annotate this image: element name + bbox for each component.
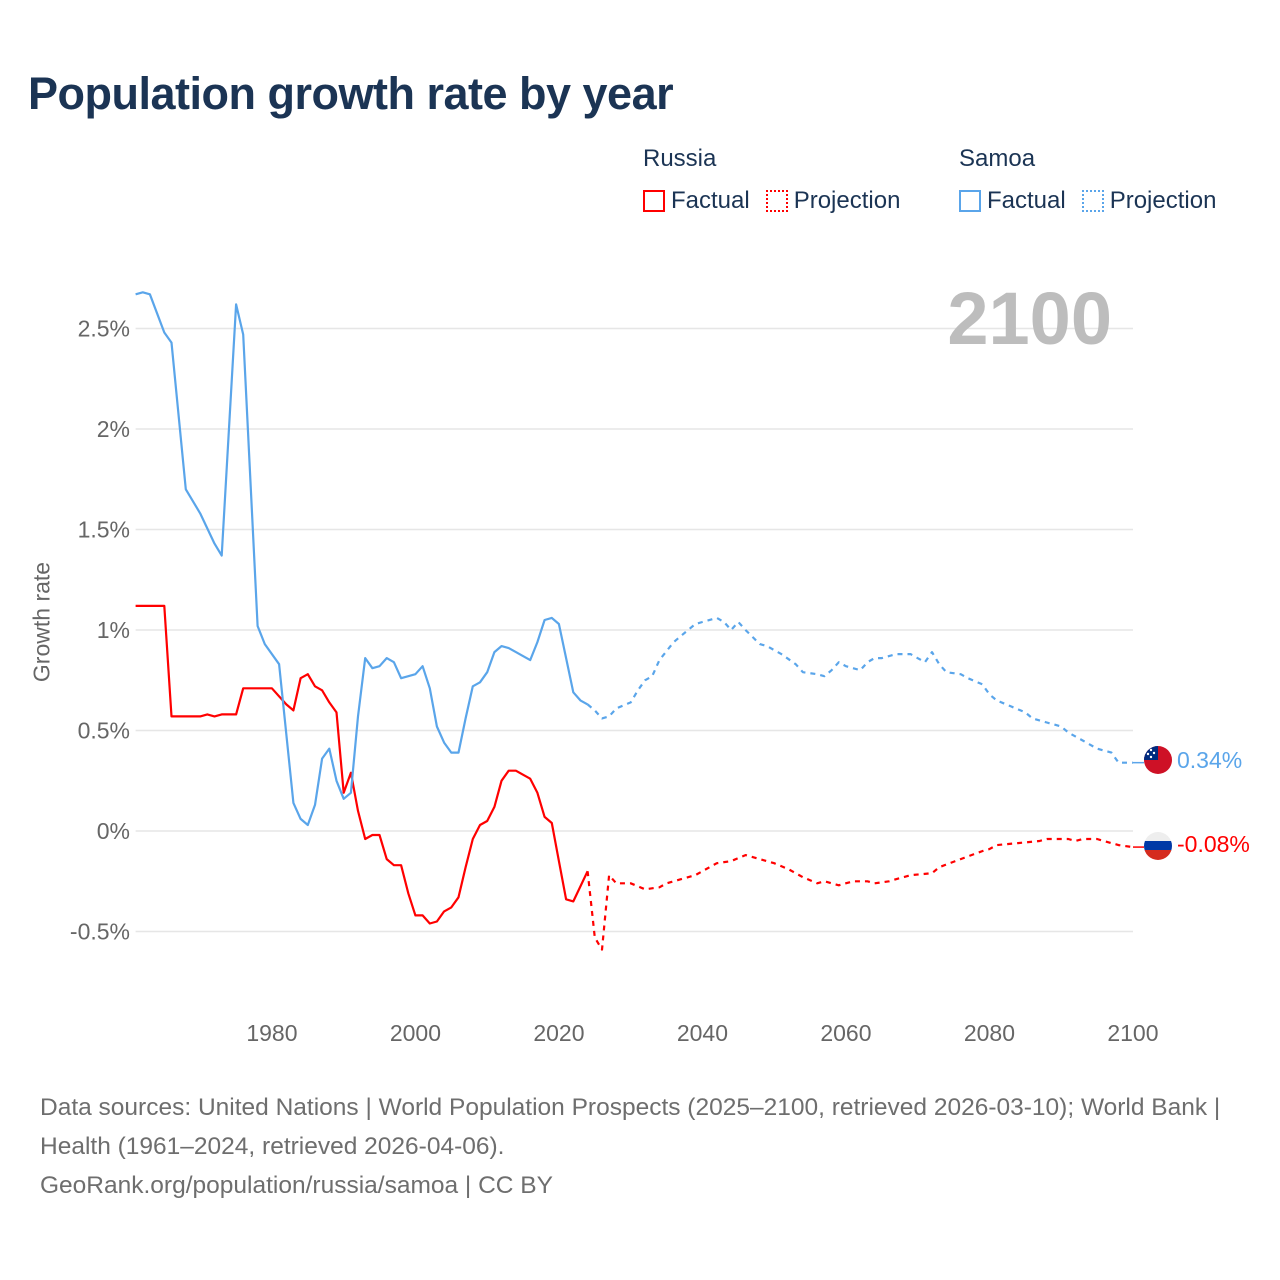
dotted-swatch-icon (1081, 190, 1104, 212)
x-tick-label: 2100 (1107, 1020, 1158, 1046)
legend-group-russia: Russia Factual Projection (643, 145, 900, 215)
x-tick-label: 2080 (964, 1020, 1015, 1046)
dotted-swatch-icon (765, 190, 788, 212)
x-tick-label: 2000 (390, 1020, 441, 1046)
y-tick-label: 0% (97, 818, 130, 844)
credit-link[interactable]: GeoRank.org/population/russia/samoa | CC… (40, 1172, 553, 1199)
y-tick-label: 1% (97, 617, 130, 643)
russia-projection-line (586, 837, 1134, 951)
y-tick-label: 2.5% (78, 316, 130, 342)
y-tick-label: 2% (97, 416, 130, 442)
samoa-projection-line (586, 616, 1133, 764)
russia-flag-icon (1144, 832, 1172, 860)
footer: Data sources: United Nations | World Pop… (40, 1088, 1240, 1205)
legend-russia-factual[interactable]: Factual (643, 187, 750, 215)
legend-samoa-factual[interactable]: Factual (959, 187, 1066, 215)
russia-end-label: -0.08% (1177, 831, 1250, 857)
legend-label: Factual (671, 187, 750, 214)
legend-samoa-projection[interactable]: Projection (1081, 187, 1217, 215)
data-sources: Data sources: United Nations | World Pop… (40, 1094, 1221, 1160)
legend-russia-projection[interactable]: Projection (765, 187, 901, 215)
legend-group-label: Russia (643, 145, 717, 172)
samoa-factual-line (135, 291, 589, 827)
current-year-label: 2100 (947, 277, 1112, 360)
y-tick-label: 1.5% (78, 517, 130, 543)
x-tick-label: 2020 (533, 1020, 584, 1046)
x-tick-label: 1980 (246, 1020, 297, 1046)
x-tick-label: 2060 (820, 1020, 871, 1046)
legend-label: Projection (1109, 187, 1217, 214)
y-tick-label: 0.5% (78, 718, 130, 744)
solid-swatch-icon (959, 190, 981, 212)
legend-label: Factual (987, 187, 1066, 214)
legend-group-label: Samoa (959, 145, 1036, 172)
legend-group-samoa: Samoa Factual Projection (959, 145, 1216, 215)
russia-factual-line (135, 604, 589, 925)
x-tick-label: 2040 (677, 1020, 728, 1046)
solid-swatch-icon (643, 190, 665, 212)
y-tick-label: -0.5% (70, 919, 130, 945)
page-title: Population growth rate by year (28, 68, 674, 119)
samoa-end-label: 0.34% (1177, 747, 1242, 773)
y-axis-label: Growth rate (28, 561, 55, 683)
samoa-flag-icon (1144, 746, 1172, 774)
legend-label: Projection (793, 187, 901, 214)
